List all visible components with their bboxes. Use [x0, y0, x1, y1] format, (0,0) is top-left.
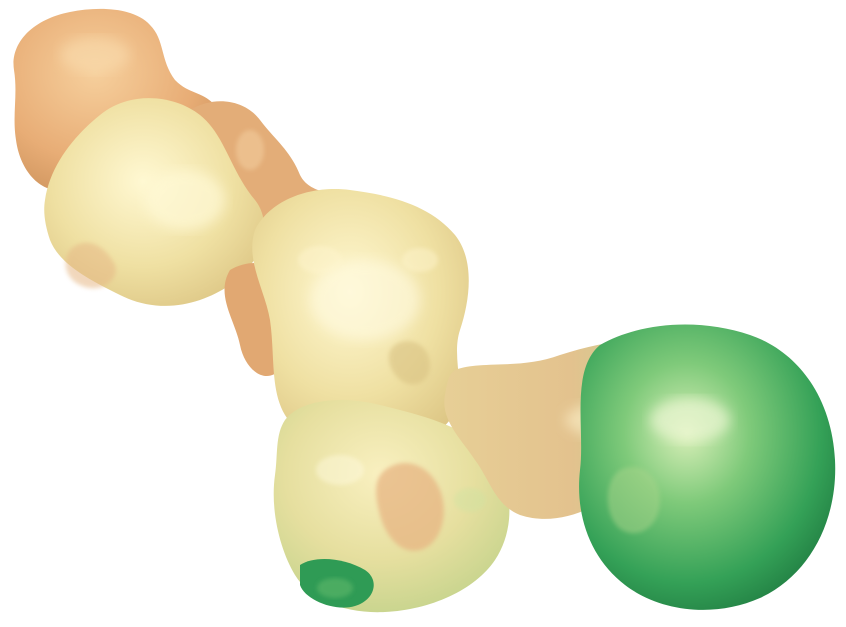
green-sphere	[579, 324, 836, 610]
surface-bumps	[236, 130, 486, 512]
